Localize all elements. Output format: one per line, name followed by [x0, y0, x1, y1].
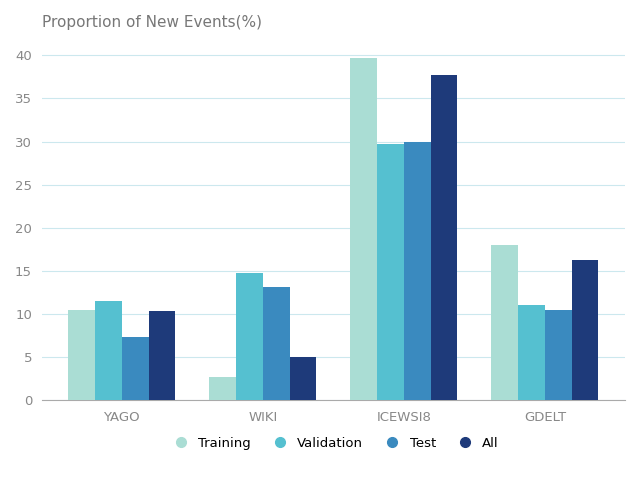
Bar [572, 260, 598, 400]
Bar [148, 311, 175, 400]
Bar [545, 310, 572, 400]
Bar [95, 301, 122, 400]
Bar [263, 287, 290, 400]
Bar [431, 75, 458, 400]
Text: Proportion of New Events(%): Proportion of New Events(%) [42, 15, 262, 30]
Bar [68, 310, 95, 400]
Bar [492, 245, 518, 400]
Bar [290, 357, 316, 400]
Bar [404, 142, 431, 400]
Legend: Training, Validation, Test, All: Training, Validation, Test, All [163, 432, 504, 455]
Bar [122, 336, 148, 400]
Bar [209, 377, 236, 400]
Bar [350, 58, 377, 400]
Bar [518, 305, 545, 400]
Bar [377, 144, 404, 400]
Bar [236, 272, 263, 400]
